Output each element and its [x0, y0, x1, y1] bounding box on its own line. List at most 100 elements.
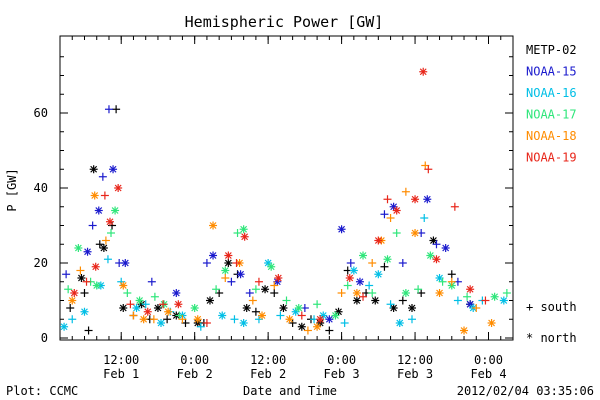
point-stroke	[209, 222, 217, 229]
south-plus-point	[472, 304, 481, 312]
plot-timestamp: 2012/02/04 03:35:06	[457, 384, 594, 398]
point-stroke	[218, 312, 226, 319]
south-plus-point	[95, 240, 104, 249]
south-plus-point	[100, 191, 109, 200]
point-stroke	[396, 319, 404, 327]
point-stroke	[121, 259, 129, 267]
x-tick-time-label: 0:00	[180, 353, 209, 367]
south-plus-point	[398, 259, 407, 267]
south-plus-point	[64, 285, 73, 294]
south-plus-point	[368, 289, 377, 297]
north-star-point	[352, 296, 361, 305]
north-star-point	[487, 319, 496, 327]
point-stroke	[298, 323, 306, 331]
x-tick-time-label: 12:00	[397, 353, 433, 367]
y-axis: 0 20 40 60	[34, 56, 513, 345]
north-star-point	[374, 270, 383, 279]
north-star-point	[172, 289, 181, 297]
legend-entry-noaa-19: NOAA-19	[526, 151, 577, 165]
south-plus-point	[141, 300, 150, 309]
point-stroke	[144, 308, 152, 316]
north-star-point	[374, 236, 383, 245]
point-stroke	[138, 300, 146, 308]
south-plus-point	[368, 259, 377, 267]
point-stroke	[419, 68, 427, 76]
north-star-point	[143, 307, 152, 316]
legend: METP-02 NOAA-15 NOAA-16 NOAA-17 NOAA-18 NOAA-…	[526, 43, 577, 165]
south-plus-point	[346, 259, 355, 267]
south-plus-point	[303, 326, 312, 335]
south-plus-point	[420, 214, 429, 222]
plot-credit: Plot: CCMC	[6, 384, 78, 398]
north-star-point	[401, 289, 410, 297]
point-stroke	[243, 304, 251, 312]
south-plus-point	[270, 289, 279, 297]
point-stroke	[154, 304, 162, 312]
north-star-point	[157, 319, 166, 327]
plot-frame	[59, 35, 514, 341]
north-star-point	[74, 244, 83, 252]
point-stroke	[353, 289, 361, 297]
point-stroke	[111, 207, 119, 214]
north-star-point	[68, 296, 77, 305]
south-plus-point	[380, 210, 389, 219]
south-plus-point	[450, 202, 459, 211]
point-stroke	[240, 319, 248, 327]
north-star-point	[285, 315, 294, 324]
south-plus-point	[159, 300, 168, 309]
point-stroke	[295, 304, 303, 312]
south-plus-point	[82, 277, 91, 286]
point-stroke	[191, 304, 199, 312]
north-star-point	[261, 285, 270, 294]
north-star-point	[337, 225, 346, 234]
south-plus-point	[340, 319, 349, 327]
north-star-point	[419, 67, 428, 76]
point-stroke	[140, 315, 148, 323]
south-plus-point	[325, 326, 334, 335]
point-stroke	[332, 312, 339, 319]
point-stroke	[70, 289, 78, 297]
south-plus-point	[233, 229, 242, 237]
south-plus-point	[76, 266, 85, 275]
south-plus-point	[270, 281, 279, 290]
south-plus-point	[107, 229, 116, 237]
point-stroke	[241, 233, 249, 241]
north-star-point	[193, 315, 202, 324]
north-star-point	[423, 195, 432, 204]
north-star-point	[114, 184, 123, 192]
x-tick-time-label: 0:00	[327, 353, 356, 367]
point-stroke	[500, 297, 508, 304]
north-star-point	[407, 304, 416, 312]
north-star-point	[279, 304, 288, 312]
point-stroke	[68, 297, 76, 304]
south-plus-point	[447, 270, 456, 279]
north-star-point	[91, 262, 100, 271]
south-plus-point	[88, 221, 97, 230]
south-plus-point	[150, 292, 159, 301]
point-stroke	[81, 308, 88, 316]
north-star-point	[224, 259, 233, 267]
point-stroke	[429, 237, 437, 244]
point-stroke	[93, 282, 101, 289]
north-star-point	[411, 195, 420, 204]
point-stroke	[313, 323, 321, 331]
south-plus-point	[407, 315, 416, 324]
north-star-point	[395, 319, 404, 327]
south-plus-point	[414, 285, 423, 294]
north-star-point	[316, 315, 325, 324]
south-plus-point	[149, 315, 158, 324]
legend-entry-metp-02: METP-02	[526, 43, 577, 57]
legend-entry-noaa-17: NOAA-17	[526, 108, 577, 122]
point-stroke	[390, 203, 398, 211]
point-stroke	[106, 218, 114, 226]
x-tick-date-label: Feb 1	[103, 367, 139, 381]
south-plus-point	[392, 229, 401, 237]
north-star-point	[205, 296, 214, 305]
south-plus-point	[463, 292, 472, 301]
north-star-point	[121, 259, 130, 267]
point-stroke	[460, 327, 468, 334]
south-plus-point	[248, 296, 257, 305]
north-star-point	[426, 251, 435, 260]
north-star-point	[435, 289, 444, 297]
